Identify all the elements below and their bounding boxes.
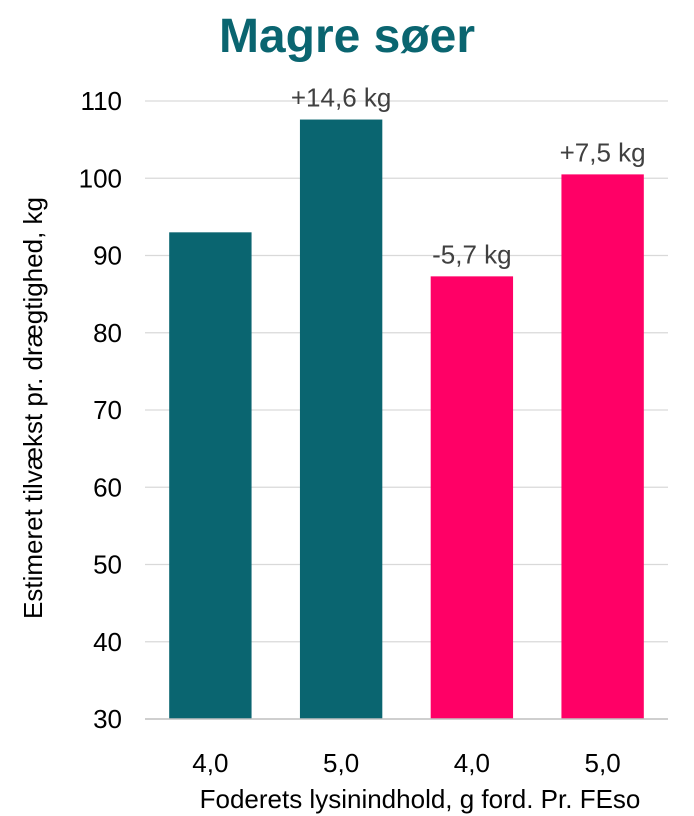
chart-title: Magre søer: [219, 10, 475, 63]
y-tick-label: 50: [93, 550, 122, 580]
y-tick-label: 60: [93, 472, 122, 502]
data-label: +14,6 kg: [291, 83, 391, 113]
x-axis-ticks: 4,0 5,0 4,0 5,0: [192, 748, 620, 778]
data-label: +7,5 kg: [560, 137, 646, 167]
y-axis-title: Estimeret tilvækst pr. drægtighed, kg: [18, 197, 48, 619]
bar: [169, 232, 252, 719]
data-label: -5,7 kg: [432, 239, 512, 269]
bars: [169, 119, 644, 720]
y-axis-ticks: 30 40 50 60 70 80 90 100 110: [79, 86, 122, 734]
x-tick-label: 4,0: [192, 748, 228, 778]
y-tick-label: 80: [93, 318, 122, 348]
x-tick-label: 4,0: [454, 748, 490, 778]
y-tick-label: 100: [79, 163, 122, 193]
y-tick-label: 90: [93, 241, 122, 271]
y-tick-label: 40: [93, 627, 122, 657]
x-tick-label: 5,0: [585, 748, 621, 778]
bar: [561, 174, 644, 719]
y-tick-label: 70: [93, 395, 122, 425]
bar: [299, 119, 383, 720]
x-axis-title: Foderets lysinindhold, g ford. Pr. FEso: [200, 784, 641, 814]
y-tick-label: 110: [81, 86, 122, 116]
y-tick-label: 30: [93, 704, 122, 734]
data-labels: +14,6 kg -5,7 kg +7,5 kg: [291, 83, 646, 270]
x-tick-label: 5,0: [323, 748, 359, 778]
bar: [430, 276, 514, 719]
